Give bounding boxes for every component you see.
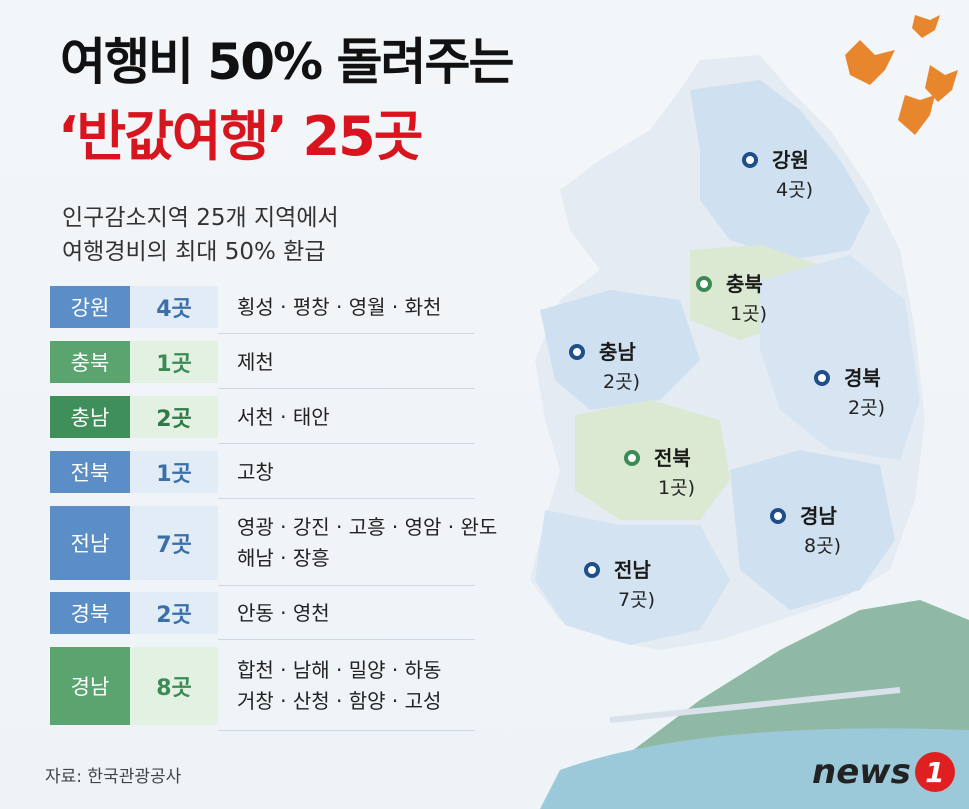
map-count: 2곳)	[603, 371, 640, 393]
region-badge: 경남	[50, 647, 130, 725]
place-line: 해남 · 장흥	[237, 546, 330, 570]
row-separator	[218, 443, 475, 444]
map-jeonbuk	[575, 400, 730, 520]
region-badge: 강원	[50, 286, 130, 328]
row-separator	[218, 639, 475, 640]
map-region: 충남	[599, 340, 636, 364]
map-region: 경북	[844, 366, 881, 390]
region-count: 2곳	[130, 592, 218, 634]
map-count: 4곳)	[776, 179, 813, 201]
region-count: 1곳	[130, 341, 218, 383]
map-region: 강원	[772, 148, 809, 172]
map-labels: 강원 4곳) 충북 1곳) 충남 2곳) 경북 2곳) 전북 1곳) 경남 8곳) 전남 7곳)	[569, 148, 885, 611]
place-line: 서천 · 태안	[237, 404, 330, 429]
subtitle: 인구감소지역 25개 지역에서	[62, 205, 339, 231]
title-line-1: 여행비 50% 돌려주는	[60, 33, 514, 91]
logo-number: 1	[914, 752, 955, 792]
scenery-water	[540, 728, 969, 809]
region-badge: 충남	[50, 396, 130, 438]
region-places: 고창	[237, 451, 274, 493]
region-count: 1곳	[130, 451, 218, 493]
place-line: 합천 · 남해 · 밀양 · 하동	[237, 658, 442, 682]
map-dot	[569, 344, 585, 360]
logo: news 1	[812, 752, 955, 792]
row-separator	[218, 498, 475, 499]
region-badge: 전북	[50, 451, 130, 493]
map-count: 1곳)	[730, 303, 767, 325]
map-region: 경남	[800, 504, 837, 528]
map-dot	[814, 370, 830, 386]
place-line: 거창 · 산청 · 함양 · 고성	[237, 689, 442, 713]
subtitle: 여행경비의 최대 50% 환급	[62, 239, 326, 265]
map-region: 전북	[654, 446, 691, 470]
region-badge: 충북	[50, 341, 130, 383]
map-jeonnam	[535, 510, 730, 645]
map-count: 1곳)	[658, 477, 695, 499]
row-separator	[218, 333, 475, 334]
place-line: 제천	[237, 349, 274, 374]
map-dot	[584, 562, 600, 578]
title-line-2: ‘반값여행’ 25곳	[58, 105, 423, 168]
map-count: 2곳)	[848, 397, 885, 419]
region-badge: 경북	[50, 592, 130, 634]
map-dot	[770, 508, 786, 524]
map-gyeongbuk	[760, 255, 920, 460]
map-dot	[696, 276, 712, 292]
region-places: 안동 · 영천	[237, 592, 330, 634]
maple-leaves	[845, 15, 958, 135]
region-badge: 전남	[50, 506, 130, 580]
row-separator	[218, 585, 475, 586]
map-region: 충북	[726, 272, 763, 296]
region-places: 횡성 · 평창 · 영월 · 화천	[237, 286, 441, 328]
logo-text: news	[812, 752, 911, 792]
map-count: 7곳)	[618, 589, 655, 611]
map-chungnam	[540, 290, 700, 410]
place-line: 횡성 · 평창 · 영월 · 화천	[237, 294, 442, 319]
place-line: 영광 · 강진 · 고흥 · 영암 · 완도	[237, 515, 498, 539]
region-places: 제천	[237, 341, 274, 383]
map-dot	[742, 152, 758, 168]
region-count: 4곳	[130, 286, 218, 328]
region-count: 2곳	[130, 396, 218, 438]
map-count: 8곳)	[804, 535, 841, 557]
row-separator	[218, 730, 475, 731]
source: 자료: 한국관광공사	[45, 767, 182, 787]
place-line: 안동 · 영천	[237, 600, 330, 625]
region-count: 7곳	[130, 506, 218, 580]
row-separator	[218, 388, 475, 389]
map-dot	[624, 450, 640, 466]
map-region: 전남	[614, 558, 651, 582]
map-gyeongnam	[730, 450, 895, 610]
scenery-bridge	[609, 687, 901, 723]
map-gangwon	[690, 80, 870, 260]
place-line: 고창	[237, 459, 274, 484]
region-places: 서천 · 태안	[237, 396, 330, 438]
region-count: 8곳	[130, 647, 218, 725]
